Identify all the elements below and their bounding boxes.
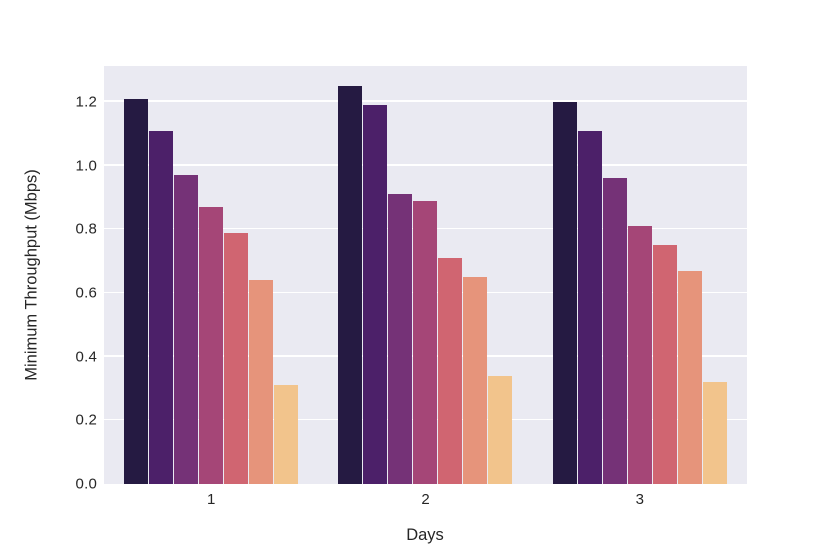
bar-day2-rank3	[388, 194, 413, 484]
bar-day2-rank5	[438, 257, 463, 484]
x-tick-label-2: 2	[421, 491, 430, 508]
bar-day3-rank7	[702, 382, 727, 484]
bar-day3-rank4	[627, 226, 652, 484]
y-tick-label: 0.4	[75, 348, 97, 366]
y-tick-label: 0.0	[75, 475, 97, 493]
bar-day3-rank5	[652, 245, 677, 484]
x-tick-label-3: 3	[635, 491, 644, 508]
x-tick-label-1: 1	[206, 491, 216, 508]
y-tick-label: 1.0	[75, 157, 97, 175]
bar-day2-rank7	[488, 375, 513, 484]
bar-day1-rank1	[124, 98, 149, 484]
bar-group-day-1	[104, 66, 318, 484]
bar-day3-rank3	[602, 178, 627, 484]
bar-day1-rank3	[174, 175, 199, 484]
x-axis-label: Days	[406, 526, 444, 544]
gridline-y-1.0	[104, 164, 747, 166]
y-tick-label: 1.2	[75, 93, 97, 111]
y-tick-label: 0.8	[75, 220, 97, 238]
y-tick-label: 0.2	[75, 411, 97, 429]
plot-area	[104, 66, 747, 484]
bar-group-day-3	[533, 66, 747, 484]
bar-day3-rank1	[552, 101, 577, 484]
bar-day2-rank4	[413, 200, 438, 484]
bar-day2-rank6	[463, 277, 488, 484]
bar-day1-rank7	[274, 385, 299, 484]
bar-day1-rank5	[224, 232, 249, 484]
bar-day1-rank6	[249, 280, 274, 484]
bar-day1-rank2	[149, 130, 174, 484]
bar-day3-rank2	[577, 130, 602, 484]
bar-day1-rank4	[199, 207, 224, 484]
bar-group-day-2	[318, 66, 532, 484]
gridline-y-1.2	[104, 100, 747, 102]
y-tick-label: 0.6	[75, 284, 97, 302]
bar-day2-rank2	[363, 105, 388, 484]
bar-day2-rank1	[338, 86, 363, 484]
bar-day3-rank6	[677, 270, 702, 484]
